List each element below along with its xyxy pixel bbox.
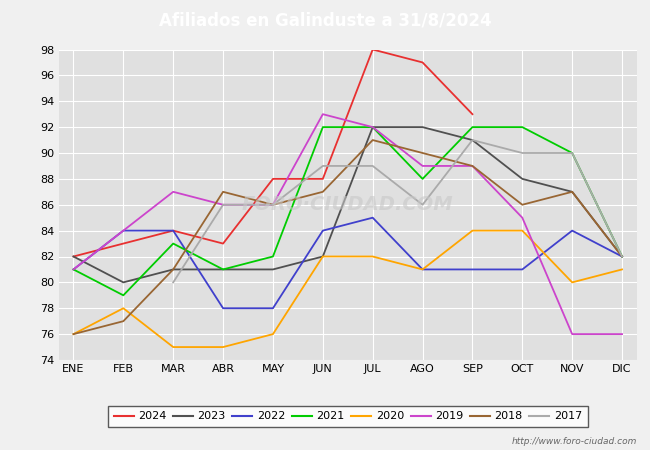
Text: http://www.foro-ciudad.com: http://www.foro-ciudad.com	[512, 436, 637, 446]
Legend: 2024, 2023, 2022, 2021, 2020, 2019, 2018, 2017: 2024, 2023, 2022, 2021, 2020, 2019, 2018…	[108, 406, 588, 427]
Text: FORO·CIUDAD.COM: FORO·CIUDAD.COM	[242, 195, 454, 214]
Text: Afiliados en Galinduste a 31/8/2024: Afiliados en Galinduste a 31/8/2024	[159, 11, 491, 29]
